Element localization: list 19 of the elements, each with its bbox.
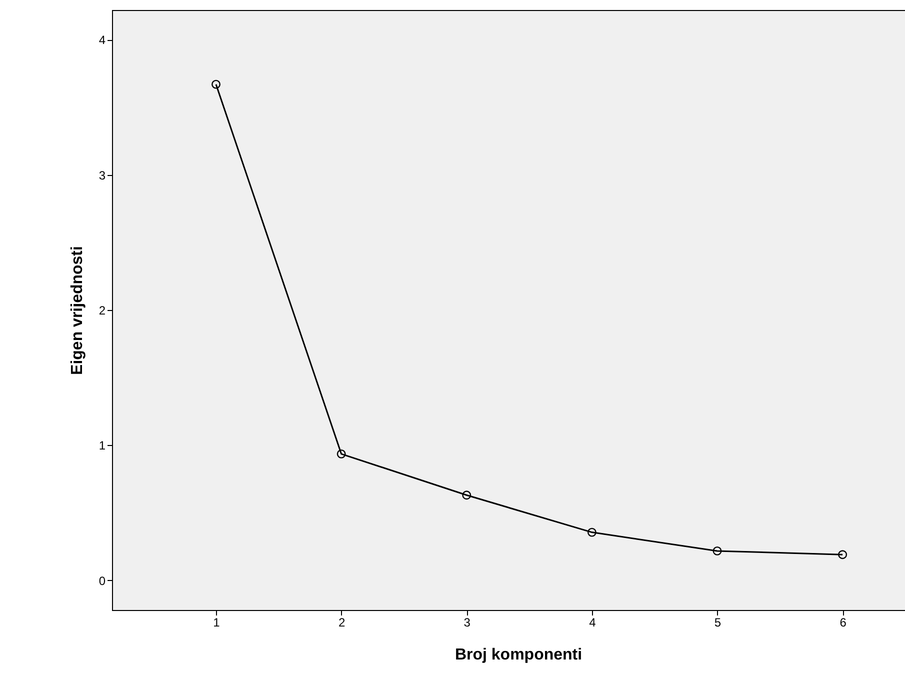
x-axis-title: Broj komponenti xyxy=(454,646,582,664)
x-tick-label: 6 xyxy=(840,616,847,630)
y-tick-label: 4 xyxy=(98,33,106,48)
point xyxy=(336,449,346,458)
y-tick-label: 3 xyxy=(98,168,106,182)
point xyxy=(838,550,848,560)
point xyxy=(212,80,220,89)
y-tick-label: 2 xyxy=(98,304,106,318)
point xyxy=(587,528,596,537)
y-axis-title: Eigen vrijednosti xyxy=(68,246,86,375)
y-tick-label: 0 xyxy=(98,574,106,588)
point xyxy=(712,546,722,556)
x-tick-label: 4 xyxy=(589,616,596,630)
point xyxy=(462,490,472,500)
x-tick-label: 1 xyxy=(213,616,220,630)
x-tick-label: 3 xyxy=(464,616,471,630)
y-tick-label: 1 xyxy=(98,438,106,453)
x-tick-label: 2 xyxy=(338,616,346,630)
x-tick-label: 5 xyxy=(714,616,722,630)
